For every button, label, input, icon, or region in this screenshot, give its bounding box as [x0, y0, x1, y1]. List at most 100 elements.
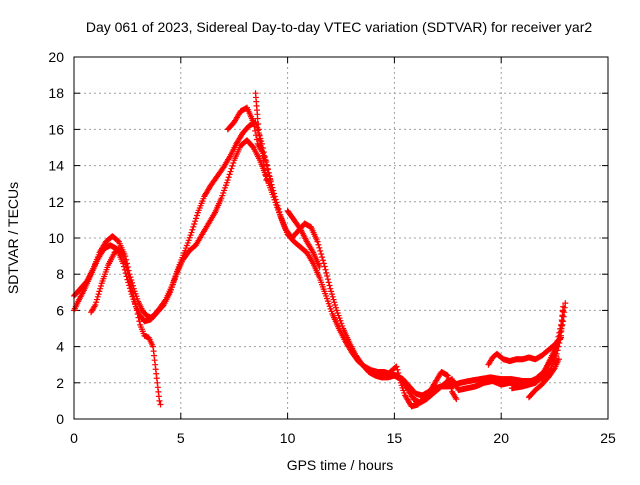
series-trace-10 [284, 207, 323, 270]
chart-title: Day 061 of 2023, Sidereal Day-to-day VTE… [86, 19, 592, 35]
data-point [562, 300, 569, 307]
data-point [250, 119, 257, 126]
y-axis-label: SDTVAR / TECUs [5, 182, 21, 294]
data-point [447, 382, 454, 389]
data-point [258, 148, 265, 155]
data-point [230, 160, 237, 167]
x-tick-label: 5 [177, 430, 185, 446]
series-trace-5 [252, 90, 270, 184]
data-point [123, 264, 130, 271]
data-point [93, 296, 100, 303]
data-point [550, 352, 557, 359]
tick-labels: 0 5 10 15 20 25 0 2 4 6 8 10 12 14 16 18 20 [48, 49, 616, 446]
data-point [264, 166, 271, 173]
data-point [323, 269, 330, 276]
data-point [325, 279, 332, 286]
data-point [444, 372, 451, 379]
data-point [318, 251, 325, 258]
data-point [133, 307, 140, 314]
x-axis-label: GPS time / hours [287, 457, 394, 473]
data-point [555, 336, 562, 343]
plot-frame [73, 56, 609, 420]
data-point [260, 157, 267, 164]
data-point [393, 363, 400, 370]
data-point [157, 401, 164, 408]
data-point [453, 396, 460, 403]
data-point [132, 300, 139, 307]
y-tick-label: 16 [48, 121, 64, 137]
data-point [322, 266, 329, 273]
data-point [156, 397, 163, 404]
data-point [189, 226, 196, 233]
y-tick-label: 14 [48, 158, 64, 174]
data-point [326, 282, 333, 289]
data-point [445, 375, 452, 382]
data-point [252, 127, 259, 134]
data-point [324, 276, 331, 283]
y-tick-label: 20 [48, 49, 64, 65]
data-point [328, 291, 335, 298]
series-trace-8 [525, 356, 562, 401]
data-point [97, 285, 104, 292]
data-point [129, 289, 136, 296]
data-point [258, 144, 265, 151]
data-point [135, 314, 142, 321]
data-point [127, 282, 134, 289]
data-point [263, 158, 270, 165]
data-point [191, 221, 198, 228]
data-point [256, 137, 263, 144]
data-point [121, 258, 128, 265]
x-tick-label: 10 [280, 430, 296, 446]
data-point [261, 162, 268, 169]
data-point [314, 238, 321, 245]
data-point [122, 261, 129, 268]
data-point [265, 169, 272, 176]
data-point [446, 379, 453, 386]
x-tick-label: 15 [387, 430, 403, 446]
data-point [559, 321, 566, 328]
data-point [92, 301, 99, 308]
data-point [193, 212, 200, 219]
data-point [262, 172, 269, 179]
x-tick-label: 20 [493, 430, 509, 446]
data-point [224, 177, 231, 184]
data-point [317, 247, 324, 254]
data-point [130, 292, 137, 299]
y-tick-label: 4 [56, 339, 64, 355]
x-tick-label: 0 [70, 430, 78, 446]
data-point [316, 263, 323, 270]
grid [73, 56, 609, 420]
data-point [327, 285, 334, 292]
y-tick-label: 18 [48, 85, 64, 101]
data-point [257, 140, 264, 147]
series-trace-3 [88, 245, 164, 408]
data-point [554, 342, 561, 349]
data-marks [71, 90, 569, 410]
data-point [253, 136, 260, 143]
data-point [128, 285, 135, 292]
data-point [395, 370, 402, 377]
data-point [555, 356, 562, 363]
data-point [190, 223, 197, 230]
data-point [126, 278, 133, 285]
series-trace-7 [508, 300, 569, 392]
data-point [255, 120, 262, 127]
data-point [255, 126, 262, 133]
data-point [120, 255, 127, 262]
y-tick-label: 12 [48, 194, 64, 210]
data-point [330, 296, 337, 303]
data-point [319, 257, 326, 264]
data-point [263, 177, 270, 184]
data-point [229, 162, 236, 169]
data-point [254, 115, 261, 122]
data-point [193, 215, 200, 222]
data-point [319, 254, 326, 261]
data-point [259, 152, 266, 159]
data-point [134, 311, 141, 318]
data-point [555, 339, 562, 346]
series-trace-9 [387, 363, 460, 410]
data-point [553, 345, 560, 352]
data-point [126, 274, 133, 281]
